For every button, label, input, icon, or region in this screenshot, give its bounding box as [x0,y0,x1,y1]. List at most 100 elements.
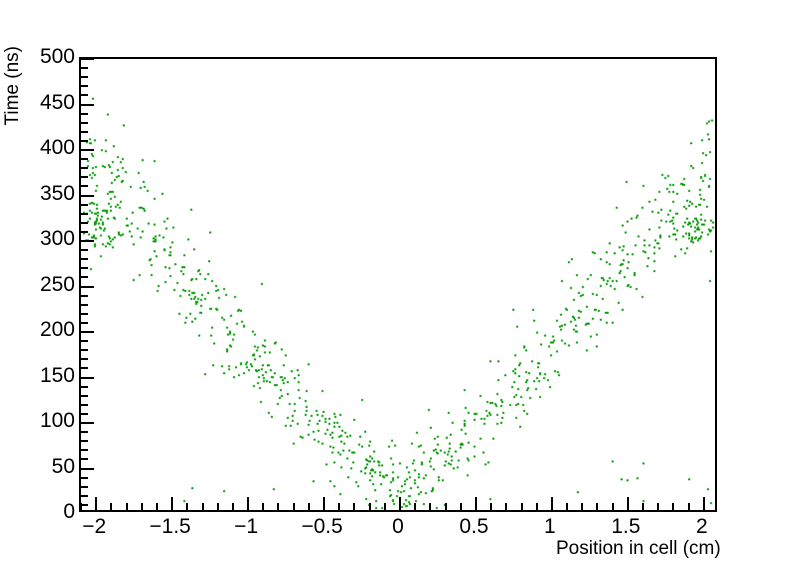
x-tick-label: 1.5 [611,515,641,538]
x-tick-minor [155,503,158,510]
x-axis-title: Position in cell (cm) [556,538,721,559]
x-tick-major [626,497,629,510]
y-tick-minor [81,258,88,261]
x-tick-major [171,497,174,510]
y-tick-minor [81,230,88,233]
y-tick-minor [81,67,88,70]
y-tick-label: 200 [39,318,75,341]
scatter-plot-canvas [81,59,715,510]
y-tick-label: 100 [39,409,75,432]
y-tick-minor [81,476,88,479]
x-tick-major [95,497,98,510]
x-tick-minor [581,503,584,510]
y-tick-label: 450 [39,90,75,114]
y-tick-major [81,285,94,288]
y-tick-minor [81,321,88,324]
x-tick-minor [505,503,508,510]
y-tick-major [81,331,94,333]
y-tick-minor [81,203,88,206]
x-tick-minor [444,503,447,510]
x-tick-minor [186,503,189,510]
x-tick-major [247,497,250,510]
y-tick-minor [81,176,88,179]
x-tick-major [323,497,326,510]
y-tick-minor [81,276,88,279]
x-tick-label: −2 [82,515,107,538]
y-tick-minor [81,440,88,443]
x-tick-minor [566,503,569,510]
y-tick-minor [81,294,88,297]
y-tick-minor [81,303,88,306]
x-tick-minor [535,503,538,510]
x-tick-minor [429,503,432,510]
y-tick-minor [81,130,88,133]
y-tick-major [81,103,94,106]
y-tick-label: 0 [63,500,75,523]
y-tick-label: 500 [39,45,75,68]
y-tick-minor [81,167,88,170]
x-tick-minor [307,503,310,510]
x-tick-major [702,497,705,510]
x-tick-minor [596,503,599,510]
y-tick-minor [81,212,88,215]
x-tick-label: −0.5 [301,515,343,538]
y-tick-minor [81,185,88,188]
y-tick-label: 250 [39,272,75,296]
y-tick-major [81,59,94,60]
x-tick-minor [81,503,82,510]
y-tick-minor [81,121,88,124]
y-tick-label: 300 [39,227,75,250]
y-tick-minor [81,221,88,224]
y-tick-label: 400 [39,136,75,159]
y-tick-minor [81,431,88,434]
y-tick-minor [81,485,88,488]
y-tick-minor [81,340,88,343]
y-tick-major [81,467,94,470]
y-tick-minor [81,449,88,452]
y-tick-minor [81,494,88,497]
y-tick-minor [81,85,88,88]
x-tick-minor [277,503,280,510]
x-tick-minor [368,503,371,510]
x-tick-minor [140,503,143,510]
y-tick-minor [81,112,88,115]
x-tick-minor [520,503,523,510]
y-axis-title: Time (ns) [2,46,23,126]
x-tick-major [474,497,477,510]
y-tick-major [81,194,94,197]
x-tick-label: −1.5 [149,515,191,538]
y-tick-minor [81,267,88,270]
y-tick-minor [81,158,88,161]
y-tick-minor [81,358,88,361]
x-tick-minor [687,503,690,510]
x-tick-minor [292,503,295,510]
y-tick-minor [81,76,88,79]
x-tick-label: −1 [234,515,259,538]
y-tick-minor [81,349,88,352]
y-tick-minor [81,249,88,252]
x-tick-minor [459,503,462,510]
x-tick-minor [262,503,265,510]
x-tick-label: 0 [392,515,404,538]
y-tick-minor [81,385,88,388]
y-tick-major [81,240,94,242]
x-tick-minor [338,503,341,510]
x-tick-minor [383,503,386,510]
y-tick-label: 350 [39,181,75,205]
x-tick-minor [110,503,113,510]
y-tick-major [81,149,94,151]
x-tick-major [550,497,553,510]
x-tick-minor [216,503,219,510]
y-tick-minor [81,139,88,142]
y-tick-minor [81,412,88,415]
y-tick-minor [81,312,88,315]
y-tick-minor [81,394,88,397]
y-tick-label: 150 [39,363,75,387]
y-tick-minor [81,403,88,406]
y-tick-minor [81,367,88,370]
plot-frame [79,57,717,512]
x-tick-minor [414,503,417,510]
x-tick-minor [125,503,128,510]
x-tick-label: 0.5 [459,515,489,538]
